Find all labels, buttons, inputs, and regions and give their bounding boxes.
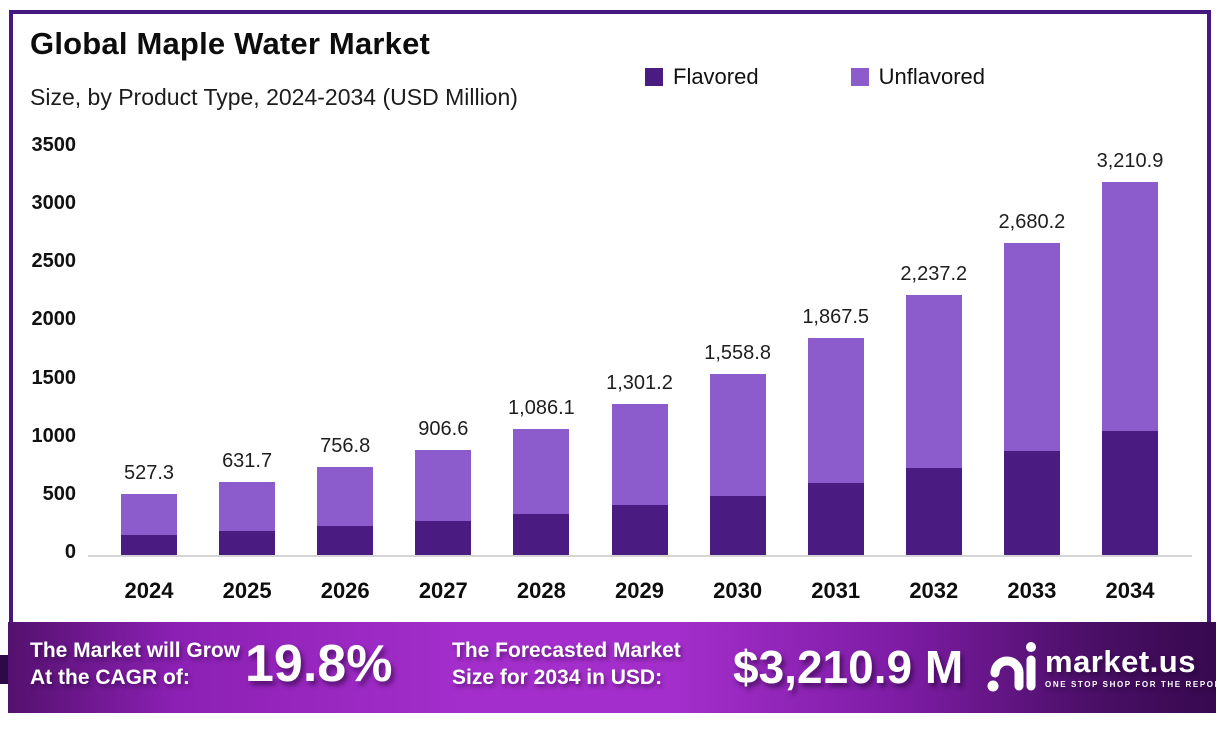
- bar-total-label-2024: 527.3: [123, 461, 175, 484]
- bar-total-label-2026: 756.8: [320, 434, 371, 457]
- bar-total-label-2032: 2,237.2: [900, 262, 968, 285]
- legend: Flavored Unflavored: [645, 64, 985, 90]
- bar-2027-unflavored: [415, 449, 472, 521]
- legend-label-flavored: Flavored: [673, 64, 759, 89]
- y-axis-tick-500: 500: [42, 482, 76, 505]
- x-axis-tick-2029: 2029: [615, 578, 664, 603]
- bar-total-label-2029: 1,301.2: [606, 371, 673, 394]
- bar-total-label-2030: 1,558.8: [704, 341, 771, 364]
- x-axis-tick-2026: 2026: [320, 578, 370, 603]
- bar-total-label-2034: 3,210.9: [1096, 149, 1164, 172]
- x-axis-tick-2028: 2028: [516, 578, 566, 603]
- cagr-value: 19.8%: [245, 635, 393, 693]
- legend-label-unflavored: Unflavored: [878, 64, 985, 89]
- y-axis-tick-0: 0: [64, 541, 76, 563]
- page-title: Global Maple Water Market: [30, 26, 431, 61]
- bar-2030-unflavored: [709, 373, 766, 496]
- x-axis-tick-2030: 2030: [713, 578, 763, 603]
- bar-2028-unflavored: [513, 428, 570, 514]
- bottom-margin: [0, 713, 1216, 734]
- legend-item-flavored: Flavored: [645, 64, 759, 90]
- x-axis-tick-2034: 2034: [1105, 578, 1155, 603]
- bar-2031-flavored: [807, 483, 864, 555]
- legend-item-unflavored: Unflavored: [850, 64, 985, 90]
- flavored-swatch-icon: [645, 68, 663, 86]
- bar-2033-flavored: [1003, 451, 1060, 555]
- x-axis-tick-2027: 2027: [418, 578, 468, 603]
- ribbon-fold: [0, 655, 8, 684]
- bar-2025-unflavored: [219, 481, 276, 532]
- y-axis-tick-1500: 1500: [31, 366, 77, 389]
- x-axis-tick-2033: 2033: [1007, 578, 1057, 603]
- bar-2027-flavored: [415, 520, 472, 555]
- bar-2032-flavored: [905, 468, 962, 555]
- bar-2034-unflavored: [1102, 181, 1158, 432]
- bar-2026-unflavored: [317, 466, 374, 527]
- x-axis-tick-2025: 2025: [222, 578, 272, 603]
- bar-2030-flavored: [709, 495, 766, 555]
- bar-total-label-2025: 631.7: [222, 449, 273, 472]
- bar-2029-flavored: [611, 505, 668, 555]
- x-axis-line: [88, 555, 1192, 557]
- bar-2034-flavored: [1102, 431, 1158, 555]
- bar-2032-unflavored: [905, 294, 962, 469]
- x-axis-tick-2024: 2024: [124, 578, 174, 603]
- page-subtitle: Size, by Product Type, 2024-2034 (USD Mi…: [30, 84, 518, 110]
- y-axis-tick-2500: 2500: [31, 250, 77, 273]
- marketus-logo-icon: [987, 642, 1036, 692]
- x-axis-tick-2031: 2031: [811, 578, 861, 603]
- forecast-label: The Forecasted Market Size for 2034 in U…: [452, 639, 681, 689]
- brand-tagline: ONE STOP SHOP FOR THE REPORTS: [1045, 680, 1216, 689]
- brand-block: market.us ONE STOP SHOP FOR THE REPORTS: [1045, 646, 1216, 689]
- bar-total-label-2027: 906.6: [418, 417, 469, 440]
- x-axis-tick-2032: 2032: [909, 578, 959, 603]
- y-axis-tick-1000: 1000: [31, 424, 77, 447]
- bar-2024-flavored: [121, 535, 177, 555]
- brand-name: market.us: [1045, 644, 1196, 679]
- y-axis-tick-3500: 3500: [31, 134, 77, 157]
- bar-2026-flavored: [317, 526, 374, 555]
- bar-2031-unflavored: [807, 337, 864, 484]
- cagr-label: The Market will Grow At the CAGR of:: [30, 639, 241, 689]
- bar-2029-unflavored: [611, 403, 668, 506]
- forecast-value: $3,210.9 M: [733, 641, 964, 693]
- bar-total-label-2028: 1,086.1: [508, 396, 575, 419]
- bar-2033-unflavored: [1003, 243, 1060, 452]
- bar-2028-flavored: [513, 513, 570, 555]
- y-axis-tick-2000: 2000: [31, 308, 77, 331]
- bar-2024-unflavored: [121, 493, 177, 536]
- bar-total-label-2033: 2,680.2: [998, 211, 1066, 234]
- bar-total-label-2031: 1,867.5: [802, 305, 870, 328]
- bar-2025-flavored: [219, 531, 276, 555]
- unflavored-swatch-icon: [850, 68, 869, 86]
- y-axis-tick-3000: 3000: [31, 192, 77, 215]
